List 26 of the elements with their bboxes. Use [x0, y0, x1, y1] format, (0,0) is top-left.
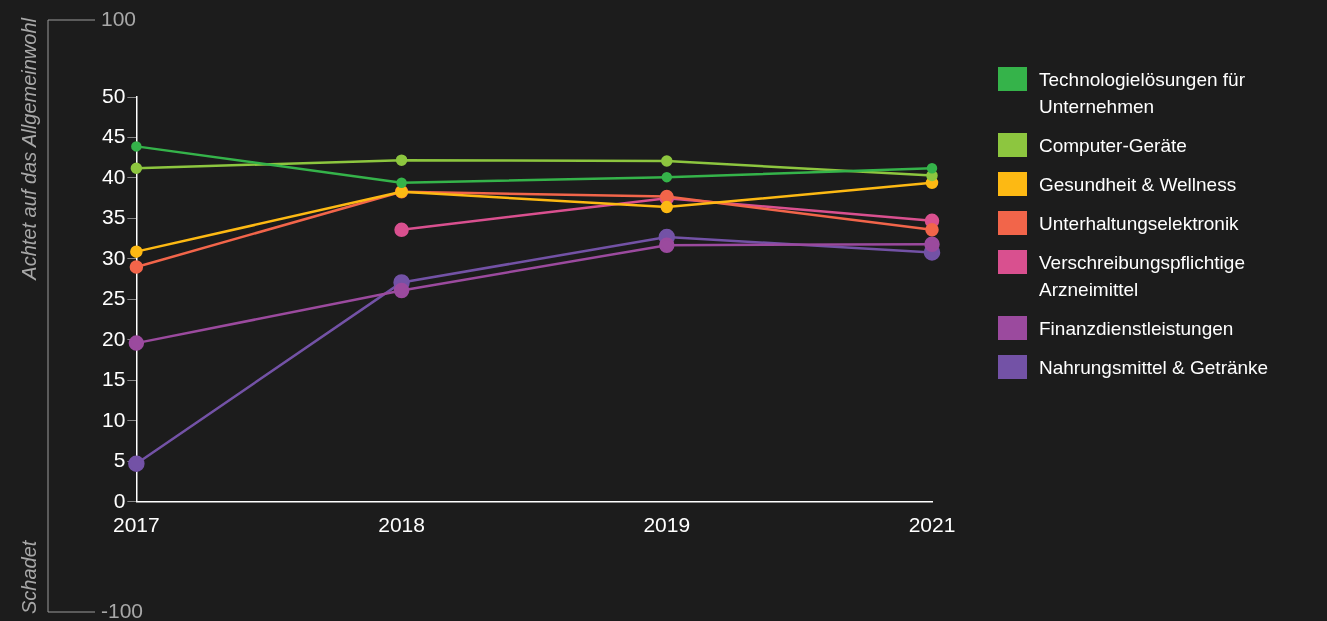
- legend-label: Gesundheit & Wellness: [1039, 173, 1237, 197]
- y-tick-label: 45: [102, 124, 126, 148]
- y-tick-label: 25: [102, 286, 126, 310]
- legend-label: Verschreibungspflichtige Arzneimittel: [1039, 251, 1246, 302]
- y2-tick-label: 100: [101, 6, 137, 30]
- x-tick-label: 2021: [908, 513, 956, 537]
- y-tick-label: 40: [102, 164, 126, 188]
- legend-label: Technologielösungen für Unternehmen: [1039, 68, 1246, 119]
- y-tick-label: 15: [102, 367, 126, 391]
- legend-label: Computer-Geräte: [1039, 134, 1187, 158]
- legend-label: Unterhaltungselektronik: [1039, 212, 1239, 236]
- y-tick-label: 20: [102, 326, 126, 350]
- y-tick-label: 0: [113, 488, 126, 512]
- text: Achtet auf das Allgemeinwohl: [17, 17, 40, 281]
- text: Schadet: [17, 539, 40, 614]
- y-tick-label: 5: [113, 448, 126, 472]
- y2-tick-label: -100: [101, 598, 144, 621]
- x-tick-label: 2018: [378, 513, 425, 537]
- legend-label: Finanzdienstleistungen: [1039, 317, 1234, 341]
- y-tick-label: 35: [102, 205, 126, 229]
- y-tick-label: 30: [102, 245, 126, 269]
- x-tick-label: 2017: [113, 513, 160, 537]
- y-tick-label: 50: [102, 83, 126, 107]
- x-tick-label: 2019: [643, 513, 691, 537]
- y-tick-label: 10: [102, 407, 126, 431]
- legend-label: Nahrungsmittel & Getränke: [1039, 356, 1269, 380]
